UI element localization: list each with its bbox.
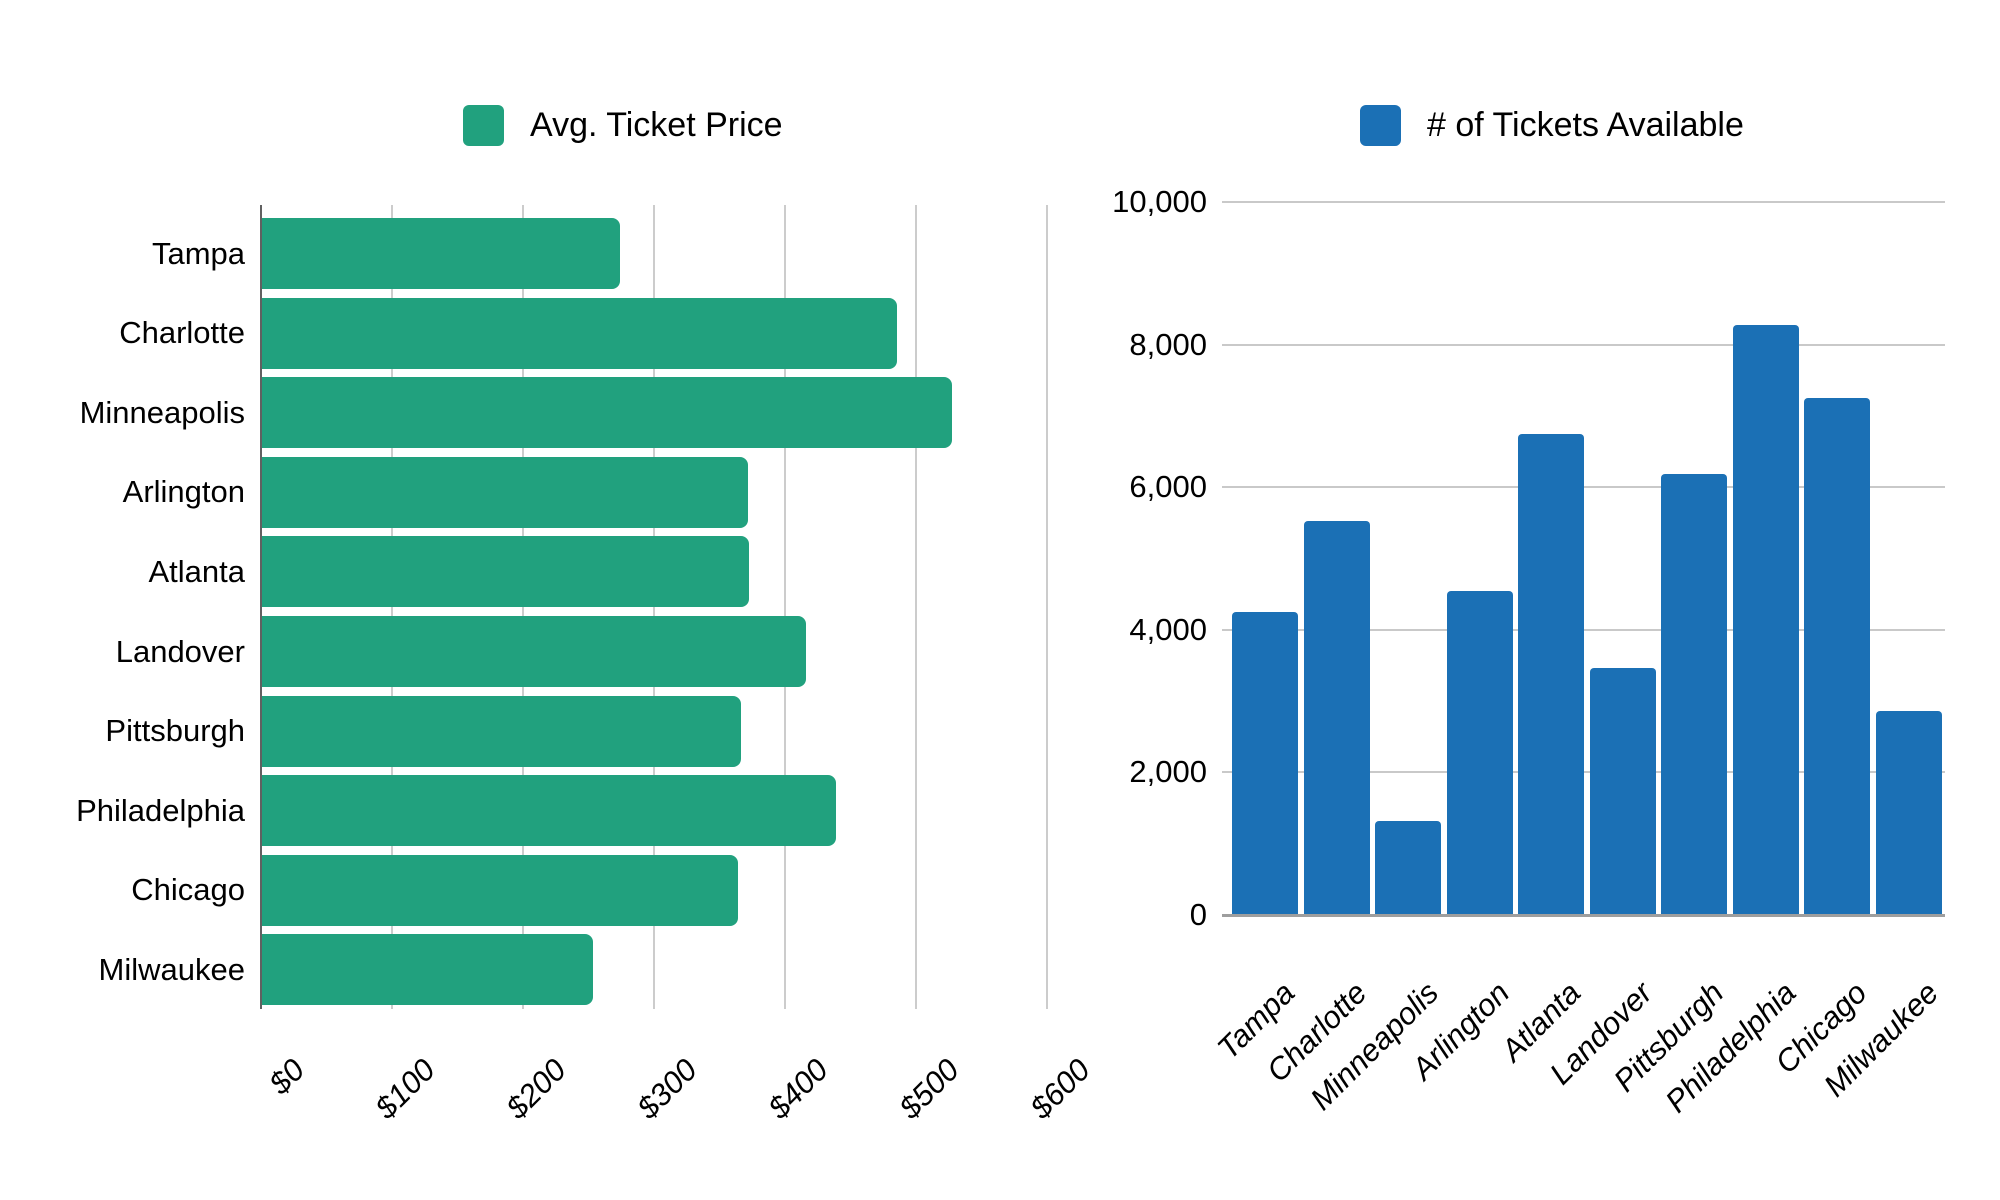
x-tick-label-200: $200	[499, 1052, 573, 1126]
bar-arlington[interactable]	[262, 456, 748, 528]
y-tick-label-0: 0	[1189, 897, 1207, 932]
category-label-landover: Landover	[115, 633, 245, 669]
bar-arlington[interactable]	[1446, 591, 1513, 914]
bar-chicago[interactable]	[1804, 398, 1870, 914]
y-tick-label-4000: 4,000	[1129, 611, 1207, 647]
legend-label-tickets-available: # of Tickets Available	[1427, 105, 1744, 144]
bar-chicago[interactable]	[262, 854, 738, 926]
bar-charlotte[interactable]	[262, 297, 898, 369]
category-label-milwaukee: Milwaukee	[98, 951, 245, 987]
category-label-pittsburgh: Pittsburgh	[105, 713, 245, 749]
bar-pittsburgh[interactable]	[262, 695, 742, 767]
x-tick-label-400: $400	[761, 1052, 835, 1126]
x-tick-label-0: $0	[261, 1052, 311, 1102]
category-label-tampa: Tampa	[151, 235, 245, 271]
gridline	[1222, 201, 1945, 203]
legend-row: Avg. Ticket Price # of Tickets Available	[0, 0, 2000, 170]
gridline	[1222, 343, 1945, 346]
bar-tampa[interactable]	[1232, 611, 1298, 914]
blue-series-swatch-icon	[1360, 104, 1401, 146]
category-label-charlotte: Charlotte	[119, 315, 245, 351]
y-tick-label-10000: 10,000	[1112, 184, 1207, 219]
category-label-chicago: Chicago	[131, 872, 245, 908]
legend-label-avg-ticket-price: Avg. Ticket Price	[530, 105, 783, 144]
gridline	[915, 205, 917, 1009]
bar-minneapolis[interactable]	[1375, 820, 1441, 914]
x-axis-zero-line	[260, 205, 262, 1009]
bar-charlotte[interactable]	[1303, 521, 1370, 914]
green-series-swatch-icon	[463, 104, 504, 146]
bar-pittsburgh[interactable]	[1661, 473, 1727, 914]
bar-milwaukee[interactable]	[1875, 711, 1942, 914]
x-tick-label-500: $500	[892, 1052, 966, 1126]
x-tick-label-300: $300	[630, 1052, 704, 1126]
bar-philadelphia[interactable]	[262, 775, 836, 847]
x-tick-label-600: $600	[1023, 1052, 1097, 1126]
y-axis-baseline	[1222, 914, 1945, 917]
category-label-atlanta: Atlanta	[148, 553, 245, 589]
legend-item-avg-ticket-price[interactable]: Avg. Ticket Price	[463, 104, 783, 146]
category-label-minneapolis: Minneapolis	[79, 394, 245, 430]
y-tick-label-8000: 8,000	[1129, 326, 1207, 362]
bar-milwaukee[interactable]	[262, 934, 594, 1006]
y-tick-label-2000: 2,000	[1129, 754, 1207, 790]
legend-item-tickets-available[interactable]: # of Tickets Available	[1360, 104, 1744, 146]
gridline	[1046, 205, 1048, 1009]
category-label-arlington: Arlington	[122, 474, 245, 510]
y-tick-label-6000: 6,000	[1129, 469, 1207, 505]
bar-landover[interactable]	[262, 616, 806, 687]
bar-philadelphia[interactable]	[1732, 324, 1799, 914]
bar-atlanta[interactable]	[1518, 434, 1584, 914]
bar-atlanta[interactable]	[262, 536, 750, 608]
category-label-philadelphia: Philadelphia	[76, 792, 245, 828]
gridline	[784, 205, 786, 1009]
bar-minneapolis[interactable]	[262, 377, 953, 449]
bar-tampa[interactable]	[262, 218, 620, 289]
bar-landover[interactable]	[1589, 668, 1656, 914]
x-tick-label-100: $100	[368, 1052, 442, 1126]
